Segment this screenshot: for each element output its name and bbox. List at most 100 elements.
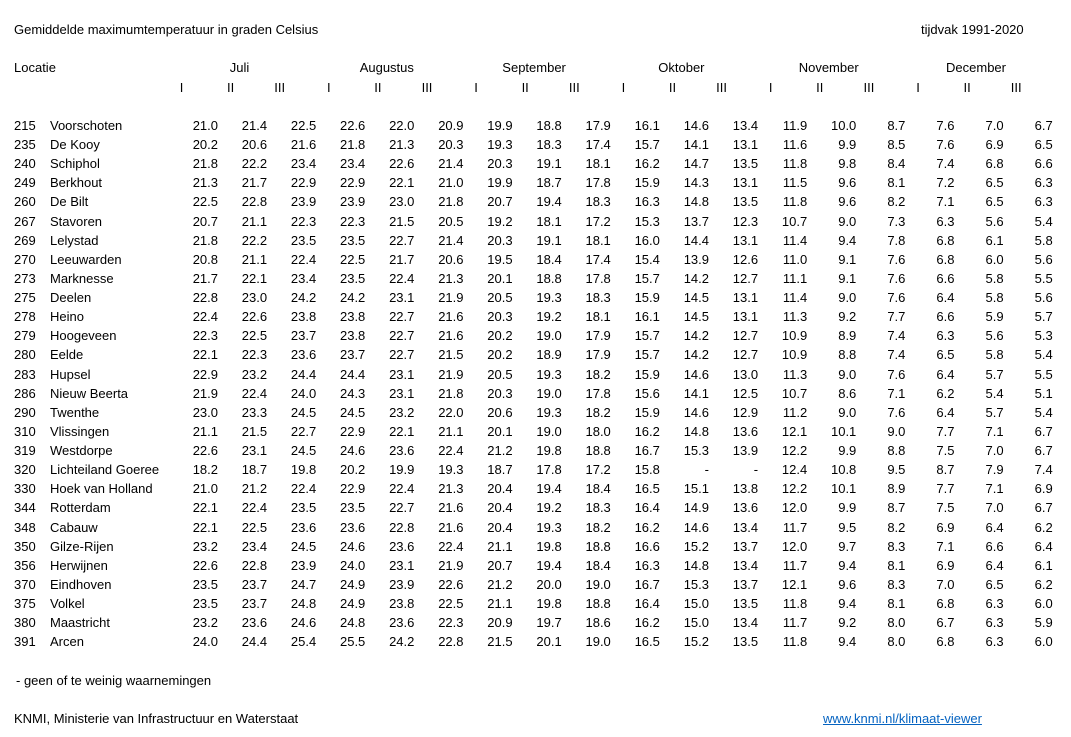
temperature-cell: 16.7 bbox=[634, 443, 660, 459]
temperature-cell: 11.3 bbox=[782, 309, 808, 325]
temperature-cell: 14.7 bbox=[683, 156, 709, 172]
temperature-cell: 18.1 bbox=[536, 213, 562, 229]
temperature-cell: 7.4 bbox=[887, 328, 906, 344]
temperature-cell: 20.2 bbox=[487, 347, 513, 363]
klimaat-viewer-link[interactable]: www.knmi.nl/klimaat-viewer bbox=[823, 711, 982, 726]
temperature-cell: 12.2 bbox=[781, 481, 808, 497]
temperature-cell: 23.9 bbox=[290, 557, 317, 573]
temperature-cell: 13.5 bbox=[732, 634, 759, 650]
temperature-cell: 12.9 bbox=[732, 404, 759, 420]
temperature-cell: 24.0 bbox=[339, 557, 366, 573]
temperature-cell: 21.8 bbox=[192, 232, 218, 248]
footer-source: KNMI, Ministerie van Infrastructuur en W… bbox=[14, 711, 299, 726]
temperature-cell: 6.6 bbox=[1034, 156, 1053, 172]
temperature-cell: 24.8 bbox=[339, 615, 366, 631]
temperature-cell: 22.4 bbox=[438, 538, 464, 554]
temperature-cell: 20.8 bbox=[192, 251, 218, 267]
station-name: Heino bbox=[50, 309, 84, 325]
temperature-cell: 18.3 bbox=[585, 500, 611, 516]
temperature-cell: 19.1 bbox=[536, 232, 562, 248]
temperature-cell: 6.2 bbox=[936, 385, 955, 401]
temperature-cell: 13.7 bbox=[732, 538, 759, 554]
temperature-cell: 22.9 bbox=[290, 175, 317, 191]
station-name: Eindhoven bbox=[50, 576, 112, 592]
temperature-cell: 21.5 bbox=[241, 423, 268, 439]
temperature-cell: 21.5 bbox=[389, 213, 415, 229]
temperature-cell: 20.5 bbox=[487, 290, 513, 306]
temperature-cell: 22.1 bbox=[389, 175, 415, 191]
temperature-cell: 6.8 bbox=[936, 596, 955, 611]
station-name: Maastricht bbox=[50, 615, 110, 631]
temperature-cell: 17.4 bbox=[585, 137, 611, 153]
temperature-cell: 6.3 bbox=[985, 634, 1004, 650]
temperature-cell: 24.2 bbox=[389, 634, 415, 650]
temperature-cell: 6.3 bbox=[985, 596, 1004, 611]
station-name: Gilze-Rijen bbox=[50, 538, 114, 554]
temperature-cell: 6.5 bbox=[985, 576, 1004, 592]
station-code: 235 bbox=[14, 137, 36, 153]
station-name: Leeuwarden bbox=[50, 251, 122, 267]
temperature-cell: 20.2 bbox=[192, 137, 218, 153]
station-code: 320 bbox=[14, 462, 36, 478]
temperature-cell: 9.6 bbox=[838, 576, 857, 592]
month-header: November bbox=[798, 60, 859, 75]
temperature-cell: 6.8 bbox=[985, 156, 1004, 172]
temperature-cell: 6.4 bbox=[936, 290, 955, 306]
temperature-cell: 8.0 bbox=[887, 615, 906, 631]
temperature-cell: 20.4 bbox=[487, 481, 513, 497]
temperature-cell: 23.7 bbox=[241, 596, 268, 611]
temperature-cell: 6.5 bbox=[985, 194, 1004, 210]
temperature-cell: 5.5 bbox=[1034, 366, 1053, 382]
station-name: Eelde bbox=[50, 347, 84, 363]
temperature-cell: 24.9 bbox=[339, 576, 366, 592]
station-name: Berkhout bbox=[50, 175, 103, 191]
temperature-cell: 22.6 bbox=[192, 557, 218, 573]
temperature-cell: 23.0 bbox=[241, 290, 268, 306]
temperature-cell: 12.2 bbox=[781, 443, 808, 459]
temperature-cell: 17.2 bbox=[585, 213, 611, 229]
temperature-cell: 20.1 bbox=[487, 270, 513, 286]
temperature-cell: 5.4 bbox=[1034, 347, 1053, 363]
temperature-cell: 23.6 bbox=[339, 519, 366, 535]
temperature-cell: 23.4 bbox=[290, 156, 317, 172]
station-name: Stavoren bbox=[50, 213, 103, 229]
temperature-cell: 19.8 bbox=[536, 596, 562, 611]
temperature-cell: 19.7 bbox=[536, 615, 562, 631]
station-code: 278 bbox=[14, 309, 36, 325]
temperature-cell: 19.8 bbox=[536, 443, 562, 459]
temperature-cell: 21.0 bbox=[192, 118, 218, 133]
temperature-cell: 6.1 bbox=[1034, 557, 1053, 573]
temperature-cell: 18.8 bbox=[536, 270, 562, 286]
temperature-cell: 8.7 bbox=[887, 118, 906, 133]
temperature-cell: 22.5 bbox=[290, 118, 317, 133]
temperature-cell: 13.4 bbox=[732, 615, 759, 631]
temperature-cell: 21.5 bbox=[487, 634, 513, 650]
temperature-cell: 13.4 bbox=[732, 519, 759, 535]
temperature-cell: 18.4 bbox=[536, 251, 562, 267]
temperature-cell: 19.3 bbox=[536, 519, 562, 535]
temperature-cell: 8.8 bbox=[838, 347, 857, 363]
temperature-cell: 24.3 bbox=[339, 385, 366, 401]
temperature-cell: 11.3 bbox=[782, 366, 808, 382]
temperature-cell: 14.2 bbox=[683, 328, 709, 344]
temperature-cell: 24.5 bbox=[290, 443, 317, 459]
temperature-cell: 5.4 bbox=[985, 385, 1004, 401]
temperature-cell: 17.9 bbox=[585, 328, 611, 344]
temperature-cell: 13.1 bbox=[732, 175, 759, 191]
station-code: 280 bbox=[14, 347, 36, 363]
temperature-cell: 19.8 bbox=[290, 462, 317, 478]
temperature-cell: 20.9 bbox=[487, 615, 513, 631]
temperature-cell: 22.7 bbox=[290, 423, 317, 439]
temperature-cell: 24.8 bbox=[290, 596, 317, 611]
period-label: tijdvak 1991-2020 bbox=[921, 22, 1024, 37]
station-code: 370 bbox=[14, 576, 36, 592]
decade-header: I bbox=[621, 80, 626, 95]
decade-header: III bbox=[1010, 80, 1022, 95]
temperature-cell: 6.2 bbox=[1034, 519, 1053, 535]
temperature-cell: 21.1 bbox=[438, 423, 464, 439]
temperature-cell: 8.1 bbox=[887, 557, 906, 573]
decade-header: III bbox=[421, 80, 433, 95]
station-code: 240 bbox=[14, 156, 36, 172]
temperature-cell: 22.6 bbox=[438, 576, 464, 592]
temperature-cell: 21.0 bbox=[192, 481, 218, 497]
